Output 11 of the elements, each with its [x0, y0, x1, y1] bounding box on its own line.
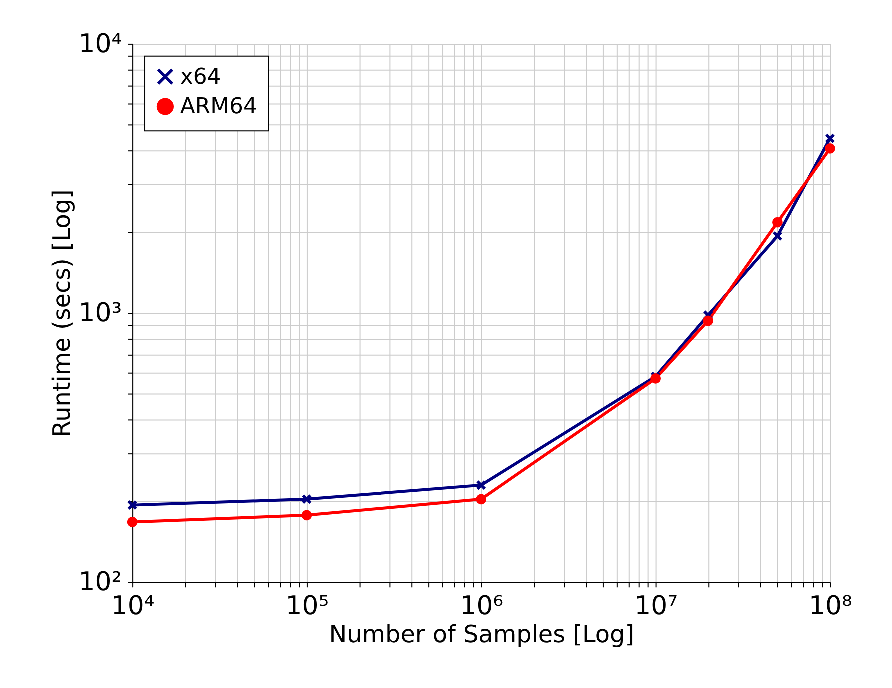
x-tick-label: 10⁵ [286, 592, 330, 622]
legend-label: x64 [180, 64, 222, 90]
x-tick-label: 10⁴ [111, 592, 155, 622]
y-axis-title: Runtime (secs) [Log] [48, 190, 76, 438]
x-axis-title: Number of Samples [Log] [329, 620, 635, 648]
y-tick-label: 10⁴ [78, 29, 122, 60]
x-tick-label: 10⁸ [809, 592, 852, 622]
x-tick-label: 10⁷ [634, 592, 678, 622]
x-tick-label: 10⁶ [460, 592, 504, 622]
legend-label: ARM64 [180, 94, 258, 120]
y-tick-label: 10³ [78, 298, 122, 329]
